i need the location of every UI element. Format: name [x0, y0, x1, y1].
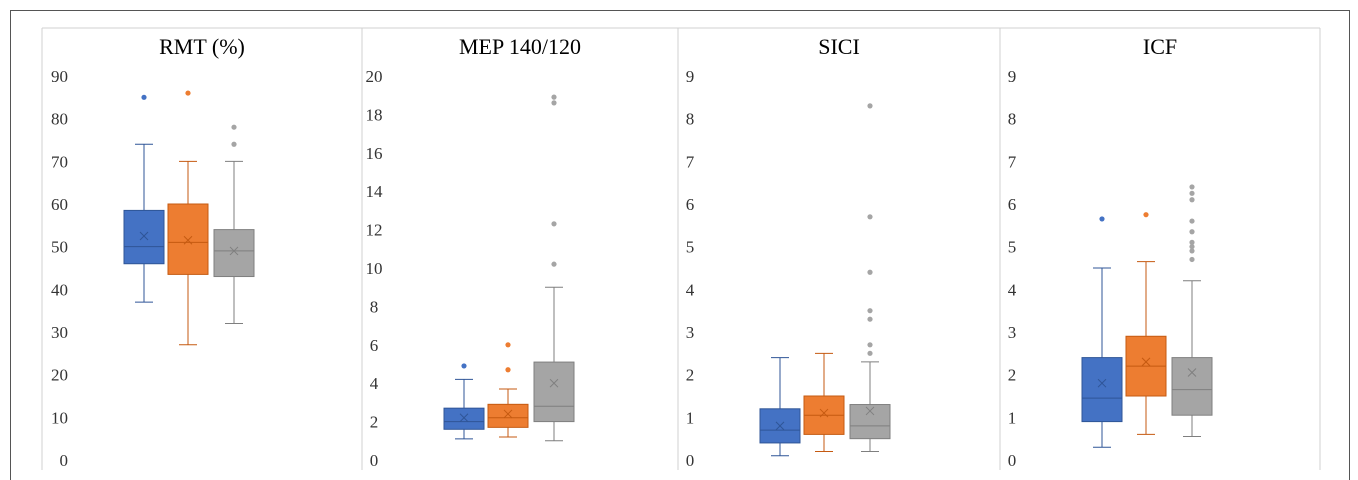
outlier-point: [551, 221, 557, 227]
mean-marker: [503, 409, 513, 419]
y-tick-label: 6: [370, 336, 379, 355]
y-tick-label: 70: [51, 152, 68, 171]
outlier-point: [1189, 184, 1195, 190]
box-iqr: [123, 209, 165, 265]
box-iqr: [443, 407, 485, 430]
y-tick-label: 4: [370, 374, 379, 393]
box-iqr: [167, 203, 209, 275]
outlier-point: [231, 124, 237, 130]
outlier-point: [867, 269, 873, 275]
outlier-point: [1189, 239, 1195, 245]
outlier-point: [1189, 218, 1195, 224]
y-tick-label: 0: [370, 451, 379, 470]
chart-title: SICI: [818, 34, 860, 59]
y-tick-label: 10: [366, 259, 383, 278]
outlier-point: [1189, 248, 1195, 254]
outlier-point: [867, 342, 873, 348]
outlier-point: [551, 100, 557, 106]
y-tick-label: 3: [1008, 323, 1017, 342]
chart-title: RMT (%): [159, 34, 245, 59]
mean-marker: [459, 413, 469, 423]
y-tick-label: 0: [686, 451, 695, 470]
y-tick-label: 8: [370, 297, 379, 316]
outlier-point: [867, 316, 873, 322]
mean-marker: [819, 408, 829, 418]
box-iqr: [533, 361, 575, 423]
outlier-point: [867, 103, 873, 109]
y-tick-label: 6: [686, 195, 695, 214]
y-tick-label: 50: [51, 238, 68, 257]
outlier-point: [141, 94, 147, 100]
y-tick-label: 20: [51, 366, 68, 385]
outlier-point: [1189, 229, 1195, 235]
mean-marker: [139, 231, 149, 241]
outlier-point: [867, 214, 873, 220]
outlier-point: [185, 90, 191, 96]
mean-marker: [183, 235, 193, 245]
outlier-point: [505, 342, 511, 348]
y-tick-label: 4: [686, 280, 695, 299]
box-iqr: [1081, 357, 1123, 423]
y-tick-label: 1: [1008, 408, 1017, 427]
outlier-point: [1099, 216, 1105, 222]
y-tick-label: 4: [1008, 280, 1017, 299]
y-tick-label: 9: [686, 67, 695, 86]
chart-title: MEP 140/120: [459, 34, 581, 59]
y-tick-label: 30: [51, 323, 68, 342]
outlier-point: [1189, 190, 1195, 196]
chart-title: ICF: [1143, 34, 1177, 59]
outlier-point: [461, 363, 467, 369]
box-iqr: [487, 403, 529, 428]
outlier-point: [1189, 256, 1195, 263]
y-tick-label: 7: [1008, 152, 1017, 171]
outlier-point: [551, 261, 557, 267]
mean-marker: [549, 378, 559, 388]
box-iqr: [213, 229, 255, 278]
y-tick-label: 12: [366, 221, 383, 240]
box-iqr: [1171, 357, 1213, 416]
y-tick-label: 2: [686, 366, 695, 385]
mean-marker: [775, 421, 785, 431]
outlier-point: [1189, 197, 1195, 203]
outlier-point: [867, 308, 873, 314]
y-tick-label: 16: [366, 144, 383, 163]
mean-marker: [865, 406, 875, 416]
y-tick-label: 9: [1008, 67, 1017, 86]
y-tick-label: 0: [60, 451, 69, 470]
mean-marker: [1141, 357, 1151, 367]
y-tick-label: 20: [366, 67, 383, 86]
y-tick-label: 14: [366, 182, 384, 201]
outlier-point: [1143, 212, 1149, 218]
mean-marker: [1187, 368, 1197, 377]
outlier-point: [231, 141, 237, 147]
y-tick-label: 6: [1008, 195, 1017, 214]
figure-frame: [10, 10, 1350, 480]
outlier-point: [551, 94, 557, 100]
y-tick-label: 5: [1008, 238, 1017, 257]
y-tick-label: 2: [370, 413, 379, 432]
y-tick-label: 3: [686, 323, 695, 342]
mean-marker: [1097, 378, 1107, 388]
y-tick-label: 40: [51, 280, 68, 299]
y-tick-label: 7: [686, 152, 695, 171]
outlier-point: [505, 367, 511, 373]
y-tick-label: 2: [1008, 366, 1017, 385]
box-iqr: [849, 404, 891, 440]
y-tick-label: 60: [51, 195, 68, 214]
mean-marker: [229, 246, 239, 256]
y-tick-label: 18: [366, 105, 383, 124]
outlier-point: [867, 350, 873, 356]
y-tick-label: 8: [1008, 110, 1017, 129]
outlier-point: [1189, 244, 1195, 250]
y-tick-label: 10: [51, 408, 68, 427]
y-tick-label: 8: [686, 110, 695, 129]
y-tick-label: 1: [686, 408, 695, 427]
y-tick-label: 5: [686, 238, 695, 257]
y-tick-label: 90: [51, 67, 68, 86]
y-tick-label: 80: [51, 110, 68, 129]
y-tick-label: 0: [1008, 451, 1017, 470]
